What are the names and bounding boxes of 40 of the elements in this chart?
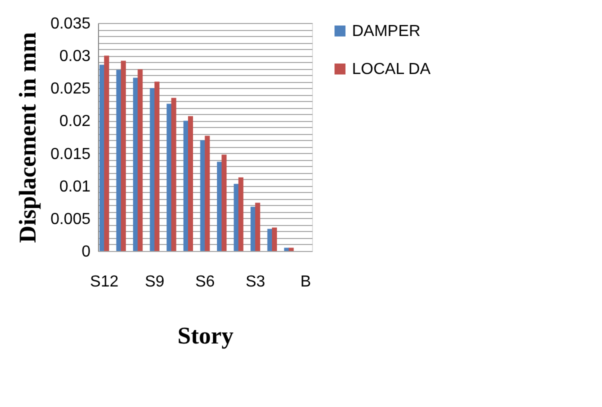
x-axis-title: Story bbox=[178, 324, 234, 350]
bar bbox=[222, 154, 227, 251]
y-tick-label: 0.005 bbox=[50, 210, 91, 228]
y-tick-label: 0.02 bbox=[59, 113, 91, 130]
bar bbox=[150, 88, 155, 251]
y-tick-label: 0.01 bbox=[59, 178, 91, 196]
bar bbox=[288, 248, 294, 251]
bar bbox=[284, 248, 290, 251]
bar bbox=[133, 78, 138, 251]
legend-label: DAMPER bbox=[352, 23, 420, 40]
bar bbox=[104, 56, 110, 251]
y-tick-label: 0.015 bbox=[50, 146, 91, 163]
bar bbox=[116, 70, 122, 251]
bar bbox=[171, 98, 176, 251]
legend-label: LOCAL DA bbox=[352, 61, 431, 78]
y-axis-title: Displacement in mm bbox=[15, 32, 42, 243]
bar bbox=[200, 140, 206, 251]
bar bbox=[234, 184, 239, 251]
y-tick-label: 0.025 bbox=[50, 80, 91, 98]
bar bbox=[154, 82, 160, 251]
x-tick-label: S6 bbox=[195, 274, 215, 290]
x-tick-label: B bbox=[300, 274, 312, 290]
bar bbox=[255, 202, 260, 251]
bar bbox=[120, 60, 126, 251]
x-tick-label: S12 bbox=[90, 274, 119, 290]
bar bbox=[216, 162, 222, 251]
bar bbox=[183, 120, 188, 251]
bar bbox=[238, 177, 244, 251]
x-tick-label: S3 bbox=[246, 274, 266, 290]
bar bbox=[188, 116, 194, 251]
bar bbox=[138, 69, 143, 251]
bar bbox=[250, 206, 256, 251]
bar bbox=[272, 228, 277, 251]
y-tick-label: 0.035 bbox=[50, 16, 91, 32]
x-tick-label: S9 bbox=[144, 274, 165, 290]
bar bbox=[166, 104, 172, 251]
bar bbox=[99, 64, 104, 251]
y-tick-label: 0.03 bbox=[59, 48, 91, 66]
y-tick-label: 0 bbox=[82, 244, 91, 260]
bar bbox=[204, 136, 210, 251]
